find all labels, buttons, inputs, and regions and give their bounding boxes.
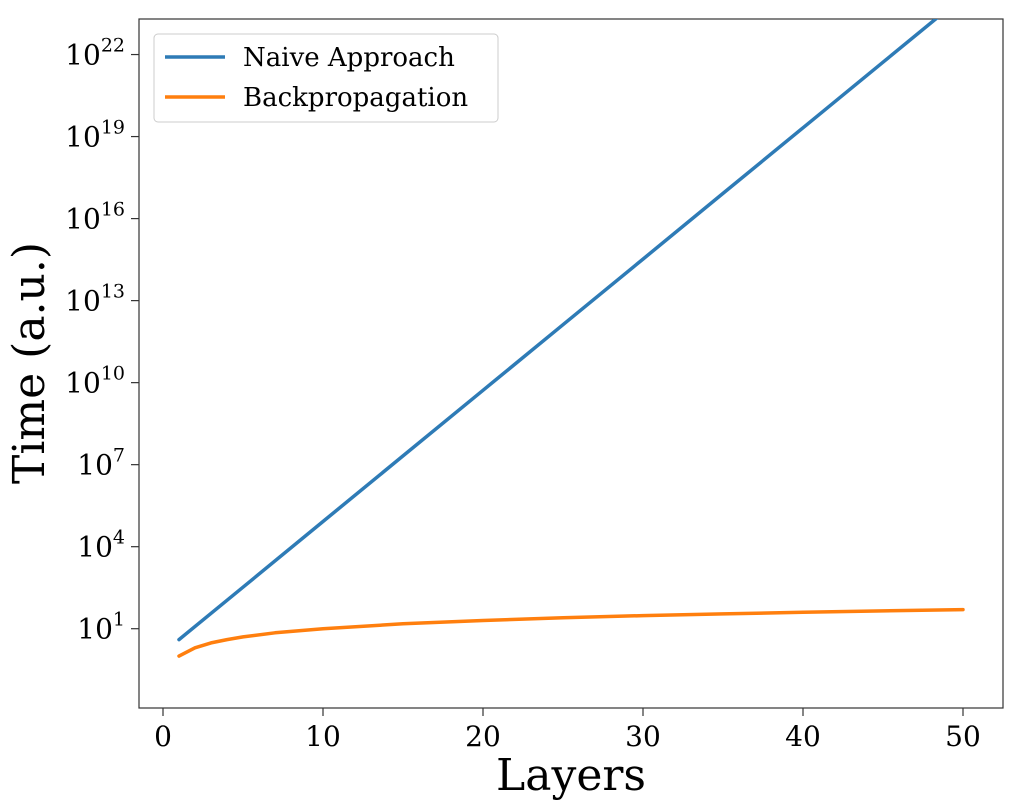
x-tick-label: 20 <box>465 720 501 753</box>
y-tick-label: 1010 <box>65 363 125 400</box>
legend: Naive Approach Backpropagation <box>153 33 499 123</box>
y-tick-label: 107 <box>77 445 125 482</box>
series-layer <box>177 19 965 658</box>
series-line-backpropagation <box>177 607 965 658</box>
y-tick-label: 1022 <box>65 35 125 72</box>
legend-label-naive: Naive Approach <box>243 43 455 73</box>
x-axis: 0 10 20 30 40 50 <box>154 708 981 753</box>
x-tick-label: 30 <box>625 720 661 753</box>
plot-frame <box>138 18 1004 709</box>
y-tick-label: 101 <box>77 609 125 646</box>
y-tick-label: 1013 <box>65 281 125 318</box>
y-tick-label: 1016 <box>65 199 125 236</box>
y-axis-title: Time (a.u.) <box>4 242 55 484</box>
y-axis: 101 104 107 1010 1013 1016 1019 1022 <box>65 35 139 646</box>
x-tick-label: 50 <box>945 720 981 753</box>
series-line-naive-approach <box>177 19 939 642</box>
x-tick-label: 10 <box>305 720 341 753</box>
x-tick-label: 40 <box>785 720 821 753</box>
y-tick-label: 1019 <box>65 117 125 154</box>
x-tick-label: 0 <box>154 720 172 753</box>
x-axis-title: Layers <box>496 750 646 801</box>
y-tick-label: 104 <box>77 527 125 564</box>
legend-box <box>153 33 499 123</box>
legend-label-backprop: Backpropagation <box>243 83 468 113</box>
